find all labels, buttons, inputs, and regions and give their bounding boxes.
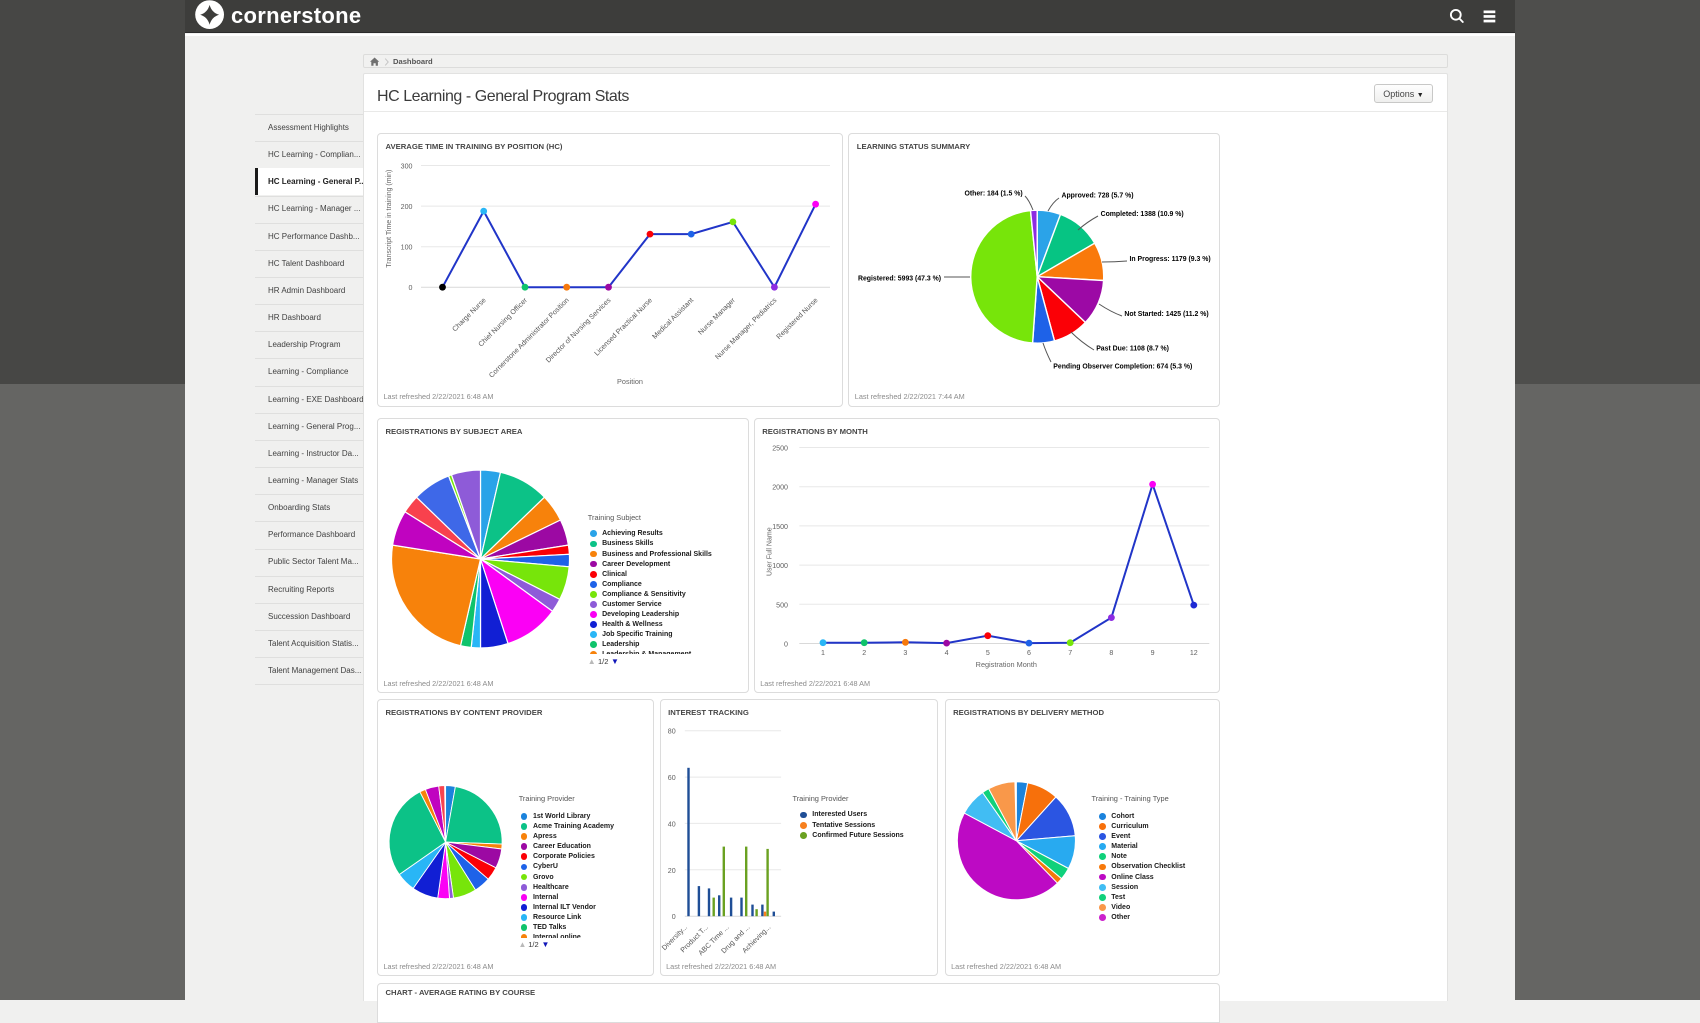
svg-text:Not Started: 1425 (11.2 %): Not Started: 1425 (11.2 %) <box>1125 311 1209 318</box>
svg-text:500: 500 <box>776 601 788 609</box>
svg-text:Position: Position <box>617 377 643 386</box>
svg-text:Cornerstone Administrator Posi: Cornerstone Administrator Position <box>488 297 571 380</box>
svg-text:2500: 2500 <box>772 445 788 453</box>
svg-text:Nurse Manager: Nurse Manager <box>697 296 738 337</box>
svg-text:0: 0 <box>409 284 413 292</box>
svg-text:1: 1 <box>821 649 825 657</box>
svg-text:6: 6 <box>1027 649 1031 657</box>
svg-text:40: 40 <box>667 821 675 829</box>
svg-text:2000: 2000 <box>772 484 788 492</box>
svg-text:In Progress: 1179 (9.3 %): In Progress: 1179 (9.3 %) <box>1130 256 1211 263</box>
svg-text:8: 8 <box>1109 649 1113 657</box>
svg-text:Completed: 1388 (10.9 %): Completed: 1388 (10.9 %) <box>1101 211 1184 218</box>
svg-text:1000: 1000 <box>772 562 788 570</box>
svg-text:User Full Name: User Full Name <box>766 527 773 576</box>
svg-text:7: 7 <box>1068 649 1072 657</box>
svg-text:Other: 184 (1.5 %): Other: 184 (1.5 %) <box>965 191 1023 198</box>
svg-text:80: 80 <box>667 728 675 736</box>
svg-text:2: 2 <box>862 649 866 657</box>
svg-text:0: 0 <box>784 641 788 649</box>
svg-text:300: 300 <box>401 163 413 171</box>
svg-text:Registration Month: Registration Month <box>975 660 1036 669</box>
svg-text:Past Due: 1108 (8.7 %): Past Due: 1108 (8.7 %) <box>1096 346 1169 353</box>
svg-text:20: 20 <box>667 867 675 875</box>
svg-text:9: 9 <box>1150 649 1154 657</box>
svg-text:3: 3 <box>903 649 907 657</box>
svg-text:1500: 1500 <box>772 523 788 531</box>
svg-text:12: 12 <box>1190 649 1198 657</box>
svg-text:Registered Nurse: Registered Nurse <box>775 297 820 342</box>
svg-text:5: 5 <box>986 649 990 657</box>
svg-text:60: 60 <box>667 774 675 782</box>
svg-text:Approved: 728 (5.7 %): Approved: 728 (5.7 %) <box>1062 193 1134 200</box>
svg-text:0: 0 <box>671 913 675 921</box>
svg-text:Registered: 5993 (47.3 %): Registered: 5993 (47.3 %) <box>858 276 941 283</box>
svg-text:4: 4 <box>944 649 948 657</box>
svg-text:Transcript Time in training (m: Transcript Time in training (min) <box>386 170 393 268</box>
svg-text:200: 200 <box>401 203 413 211</box>
svg-text:Charge Nurse: Charge Nurse <box>451 297 488 334</box>
svg-text:Medical Assistant: Medical Assistant <box>651 297 695 341</box>
svg-text:100: 100 <box>401 244 413 252</box>
svg-text:Pending Observer Completion: 6: Pending Observer Completion: 674 (5.3 %) <box>1054 364 1193 371</box>
